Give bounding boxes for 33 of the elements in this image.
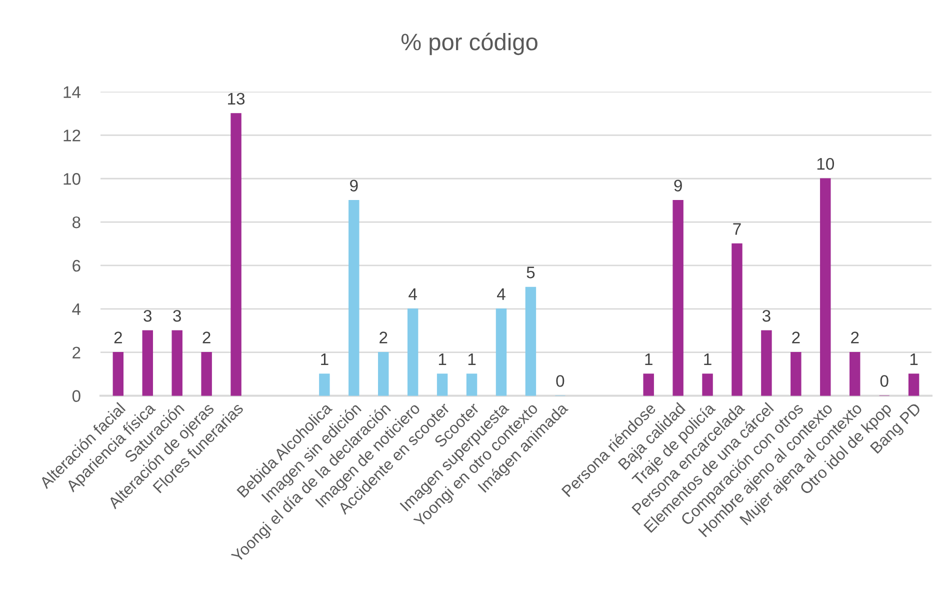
data-label: 0 [556, 375, 564, 387]
data-label: 4 [496, 288, 506, 300]
data-label: 2 [851, 332, 859, 344]
data-label: 1 [321, 354, 328, 366]
data-label: 13 [228, 92, 245, 105]
y-tick-label: 12 [64, 130, 80, 142]
chart-title: % por código [401, 32, 538, 56]
data-label: 10 [817, 158, 834, 170]
data-label: 0 [880, 375, 888, 387]
data-label: 4 [408, 288, 417, 300]
data-label: 1 [468, 354, 476, 366]
y-tick-label: 10 [64, 173, 80, 185]
data-label: 3 [762, 310, 770, 322]
data-label: 1 [645, 354, 652, 366]
data-label: 1 [438, 354, 446, 366]
y-tick-label: 8 [72, 216, 80, 228]
data-label: 1 [704, 354, 712, 366]
data-label: 3 [173, 310, 181, 322]
data-label: 1 [910, 354, 918, 366]
y-tick-label: 4 [72, 303, 81, 315]
data-label: 7 [733, 223, 741, 235]
y-tick-label: 0 [72, 390, 80, 402]
y-tick-label: 6 [72, 260, 80, 272]
data-label: 9 [350, 180, 358, 192]
y-tick-label: 2 [72, 346, 80, 358]
data-label: 2 [202, 332, 210, 344]
data-label: 2 [792, 332, 800, 344]
data-label: 9 [674, 180, 682, 192]
y-tick-label: 14 [64, 86, 81, 98]
data-label: 5 [526, 266, 535, 278]
data-label: 2 [380, 332, 388, 344]
data-label: 3 [144, 310, 152, 322]
data-label: 2 [114, 332, 122, 344]
